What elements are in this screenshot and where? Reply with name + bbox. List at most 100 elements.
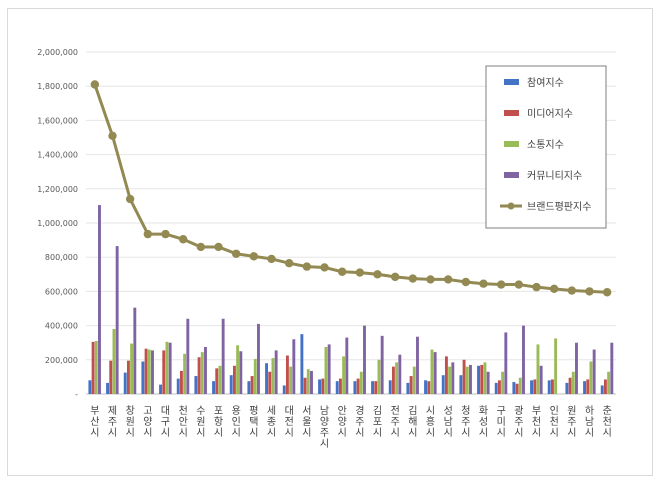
bar-커뮤니티지수-하남시 [592, 349, 596, 394]
bar-미디어지수-대구시 [162, 350, 166, 394]
line-point-천안시 [178, 235, 188, 244]
legend-marker [507, 202, 515, 210]
line-point-청주시 [461, 277, 471, 287]
bar-소통지수-김포시 [377, 359, 381, 394]
bar-미디어지수-전주시 [391, 366, 395, 394]
bar-참여지수-천안시 [176, 378, 180, 394]
line-point-부천시 [532, 282, 541, 292]
bar-소통지수-원주시 [571, 371, 575, 394]
legend-label: 참여지수 [527, 77, 564, 89]
line-point-제주시 [108, 131, 117, 140]
bar-미디어지수-용인시 [232, 365, 236, 394]
bar-소통지수-남양주시 [324, 346, 328, 394]
bar-소통지수-포항시 [218, 365, 222, 394]
bar-참여지수-원주시 [565, 382, 569, 394]
y-tick-label: 1,600,000 [37, 116, 78, 125]
bar-소통지수-인천시 [554, 338, 558, 394]
y-tick-label: 1,000,000 [37, 219, 78, 228]
bar-커뮤니티지수-고양시 [151, 350, 154, 394]
legend-swatch-미디어지수 [504, 110, 519, 116]
line-point-대구시 [161, 229, 170, 239]
y-tick-label: 1,800,000 [37, 82, 78, 91]
legend-swatch-커뮤니티지수 [504, 172, 519, 178]
bar-미디어지수-성남시 [444, 356, 448, 394]
bar-미디어지수-하남시 [586, 379, 590, 394]
bar-참여지수-세종시 [265, 363, 268, 394]
bar-미디어지수-청주시 [462, 359, 466, 394]
bar-소통지수-천안시 [183, 353, 187, 394]
bar-미디어지수-인천시 [550, 379, 554, 394]
bar-소통지수-서울시 [306, 369, 310, 394]
bar-커뮤니티지수-수원시 [204, 346, 207, 394]
bar-소통지수-고양시 [147, 349, 151, 394]
line-point-안양시 [337, 267, 347, 276]
legend-label: 커뮤니티지수 [527, 170, 582, 182]
bar-소통지수-수원시 [200, 352, 204, 394]
bar-참여지수-광주시 [512, 382, 516, 394]
bar-참여지수-시흥시 [424, 380, 427, 394]
bar-소통지수-용인시 [236, 345, 240, 394]
bar-미디어지수-화성시 [480, 364, 484, 394]
bar-참여지수-안양시 [335, 381, 339, 394]
bar-미디어지수-평택시 [250, 376, 254, 394]
bar-참여지수-고양시 [141, 361, 145, 394]
bar-참여지수-서울시 [300, 334, 304, 394]
y-tick-label: 800,000 [45, 253, 78, 262]
line-series [90, 80, 612, 297]
bar-소통지수-하남시 [589, 361, 593, 394]
chart-frame: - 200,000 400,000 600,000 800,000 1,000,000 1,… [7, 8, 653, 476]
bar-커뮤니티지수-김해시 [416, 336, 419, 394]
bar-미디어지수-김해시 [409, 376, 413, 394]
bar-참여지수-전주시 [388, 380, 392, 394]
bar-미디어지수-고양시 [144, 348, 148, 394]
bar-참여지수-부산시 [88, 380, 92, 394]
bar-소통지수-구미시 [501, 371, 505, 394]
bar-미디어지수-포항시 [215, 368, 219, 394]
bar-참여지수-제주시 [106, 382, 109, 394]
bar-소통지수-창원시 [130, 343, 134, 394]
line-point-경주시 [355, 268, 365, 277]
line-point-서울시 [302, 262, 312, 271]
bar-커뮤니티지수-서울시 [310, 370, 313, 394]
bar-미디어지수-대전시 [285, 355, 289, 394]
bar-참여지수-용인시 [229, 375, 233, 394]
bar-참여지수-남양주시 [318, 379, 321, 394]
bar-미디어지수-광주시 [515, 383, 519, 394]
bar-커뮤니티지수-남양주시 [327, 344, 331, 394]
bar-커뮤니티지수-부천시 [539, 365, 543, 394]
bar-소통지수-광주시 [518, 377, 522, 394]
line-point-용인시 [231, 249, 241, 258]
bar-미디어지수-부산시 [91, 341, 95, 394]
bar-소통지수-대전시 [289, 366, 293, 394]
bar-소통지수-춘천시 [607, 371, 611, 394]
line-point-수원시 [196, 242, 206, 252]
bar-미디어지수-춘천시 [603, 379, 607, 394]
line-point-부산시 [90, 80, 100, 89]
bar-소통지수-부산시 [94, 340, 98, 394]
bar-참여지수-화성시 [477, 365, 480, 394]
bar-커뮤니티지수-안양시 [345, 337, 349, 394]
bar-커뮤니티지수-용인시 [239, 351, 243, 394]
